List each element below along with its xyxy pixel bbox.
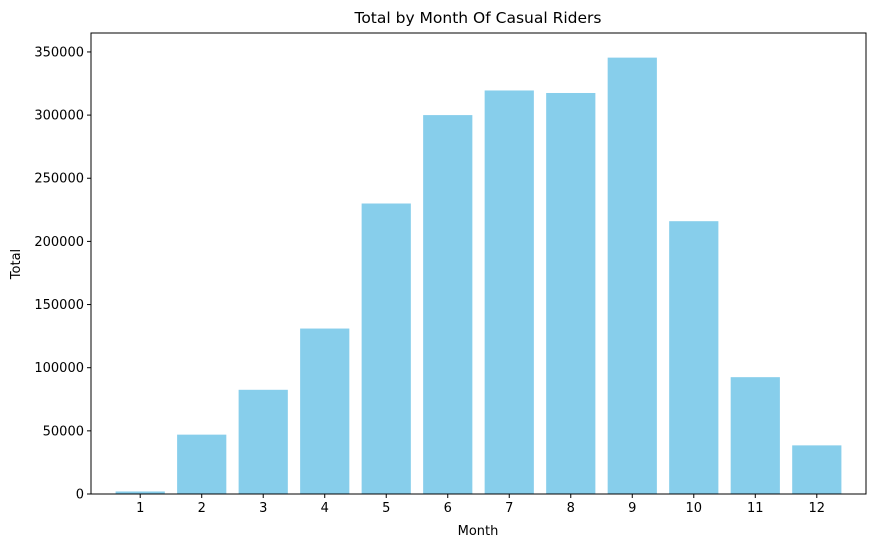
x-tick-label: 3: [259, 501, 267, 516]
y-tick-label: 150000: [34, 298, 84, 313]
y-tick-label: 50000: [43, 424, 84, 439]
y-tick-label: 100000: [34, 361, 84, 376]
bar-month-5: [361, 203, 411, 494]
x-tick-label: 2: [198, 501, 206, 516]
x-axis: 1 2 3 4 5 6 7 8 9 10 11 12: [136, 494, 825, 516]
y-tick-label: 200000: [34, 235, 84, 250]
y-axis-label: Total: [9, 249, 24, 280]
bar-month-8: [546, 92, 596, 495]
bar-month-7: [484, 90, 534, 494]
bar-month-6: [423, 115, 473, 494]
bar-month-1: [115, 491, 165, 494]
chart-title: Total by Month Of Casual Riders: [353, 9, 601, 27]
x-tick-label: 11: [747, 501, 764, 516]
bar-month-10: [669, 221, 719, 494]
y-tick-label: 0: [76, 488, 84, 503]
bars-group: [115, 57, 842, 495]
bar-month-4: [300, 328, 350, 494]
bar-month-2: [177, 434, 227, 494]
x-tick-label: 10: [686, 501, 703, 516]
x-tick-label: 12: [809, 501, 826, 516]
x-tick-label: 9: [628, 501, 636, 516]
y-axis: 0 50000 100000 150000 200000 250000 300000 3500…: [34, 45, 91, 503]
x-tick-label: 5: [382, 501, 390, 516]
y-tick-label: 300000: [34, 109, 84, 124]
y-tick-label: 250000: [34, 172, 84, 187]
x-tick-label: 8: [567, 501, 575, 516]
bar-month-9: [607, 57, 657, 494]
x-tick-label: 7: [505, 501, 513, 516]
x-tick-label: 6: [444, 501, 452, 516]
plot-frame: [90, 32, 867, 495]
x-axis-label: Month: [458, 524, 499, 539]
bar-month-3: [238, 389, 288, 494]
bar-month-12: [792, 445, 842, 494]
bar-month-11: [730, 377, 780, 494]
x-tick-label: 1: [136, 501, 144, 516]
y-tick-label: 350000: [34, 45, 84, 60]
x-tick-label: 4: [321, 501, 329, 516]
